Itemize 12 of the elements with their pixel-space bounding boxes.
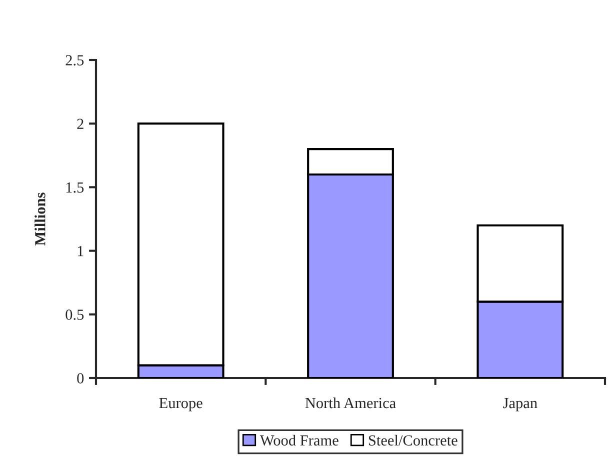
y-tick-label: 1.5 (66, 182, 84, 193)
x-tick-label: Japan (503, 398, 538, 412)
y-tick-label: 1 (78, 246, 84, 256)
y-tick-label: 0 (77, 373, 84, 384)
y-tick-label: 2.5 (66, 55, 84, 66)
x-tick-label: Europe (159, 398, 202, 412)
y-axis-title: Millions (34, 192, 46, 246)
legend-label: Steel/Concrete (368, 434, 458, 446)
y-tick-label: 0.5 (66, 310, 84, 320)
legend-label: Wood Frame (260, 434, 338, 446)
x-tick-label: North America (305, 397, 396, 408)
y-tick-label: 2 (77, 118, 84, 129)
